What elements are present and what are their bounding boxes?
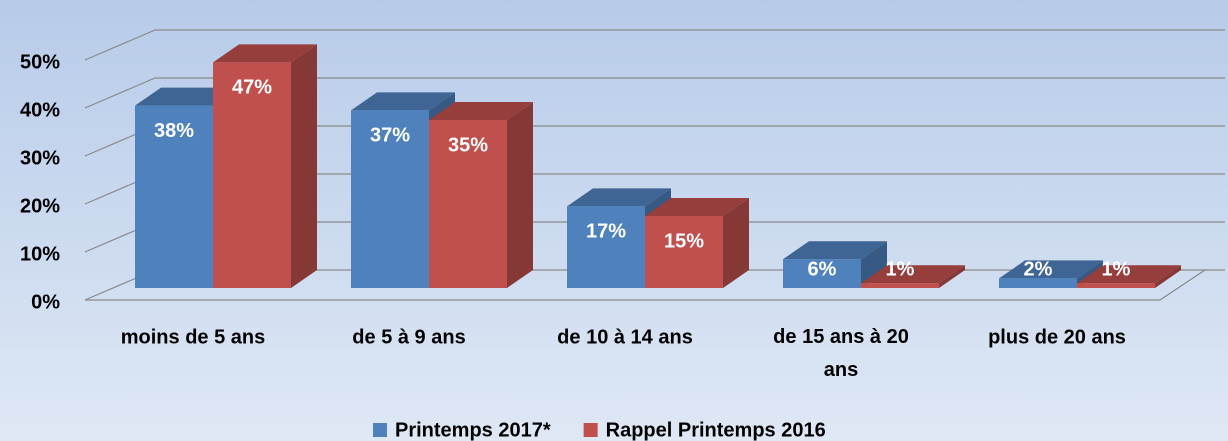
- legend-swatch: [583, 423, 598, 437]
- bar-top: [213, 44, 317, 63]
- value-label: 35%: [448, 134, 488, 156]
- bar: [135, 105, 213, 288]
- bar-side: [507, 102, 533, 288]
- y-tick-label: 0%: [31, 291, 60, 313]
- value-label: 37%: [370, 125, 410, 147]
- bar: [783, 259, 861, 288]
- value-label: 2%: [1024, 258, 1053, 280]
- bar: [567, 206, 645, 288]
- x-tick-label: moins de 5 ans: [121, 326, 266, 348]
- value-label: 38%: [154, 120, 194, 142]
- y-tick-label: 50%: [20, 51, 60, 73]
- bar-side: [1155, 265, 1181, 288]
- bar-side: [723, 198, 749, 288]
- legend-label: Rappel Printemps 2016: [606, 419, 826, 441]
- bar-top: [783, 241, 887, 260]
- bar-top: [645, 198, 749, 216]
- bar: [1077, 283, 1155, 288]
- bar: [999, 278, 1077, 288]
- bar-top: [999, 260, 1103, 279]
- bar: [351, 110, 429, 289]
- bar-top: [351, 92, 455, 111]
- y-tick-label: 10%: [20, 243, 60, 265]
- bar: [861, 283, 939, 288]
- value-label: 1%: [886, 258, 915, 280]
- legend-label: Printemps 2017*: [395, 419, 551, 441]
- bar-side: [291, 44, 317, 289]
- x-tick-label: de 5 à 9 ans: [352, 326, 465, 348]
- bar-top: [429, 102, 533, 120]
- y-tick-label: 40%: [20, 99, 60, 121]
- y-tick-label: 30%: [20, 147, 60, 169]
- grid-line: [84, 29, 1225, 61]
- value-label: 1%: [1102, 258, 1131, 280]
- x-tick-label: plus de 20 ans: [988, 326, 1126, 348]
- value-label: 15%: [664, 230, 704, 252]
- value-label: 17%: [586, 221, 626, 243]
- bar-side: [939, 265, 965, 288]
- bar: [429, 120, 507, 288]
- floor: [85, 269, 1206, 301]
- grid-line: [84, 77, 1225, 109]
- bar: [645, 216, 723, 288]
- bar-top: [567, 188, 671, 207]
- bar-top: [861, 265, 965, 284]
- x-tick-label: de 10 à 14 ans: [557, 326, 693, 348]
- x-tick-label: de 15 ans à 20 ans: [773, 326, 909, 381]
- bar-top: [1077, 265, 1181, 284]
- y-tick-label: 20%: [20, 195, 60, 217]
- value-label: 6%: [808, 258, 837, 280]
- bar-side: [861, 241, 887, 288]
- bar: [213, 62, 291, 289]
- value-label: 47%: [232, 77, 272, 99]
- legend-swatch: [373, 423, 387, 437]
